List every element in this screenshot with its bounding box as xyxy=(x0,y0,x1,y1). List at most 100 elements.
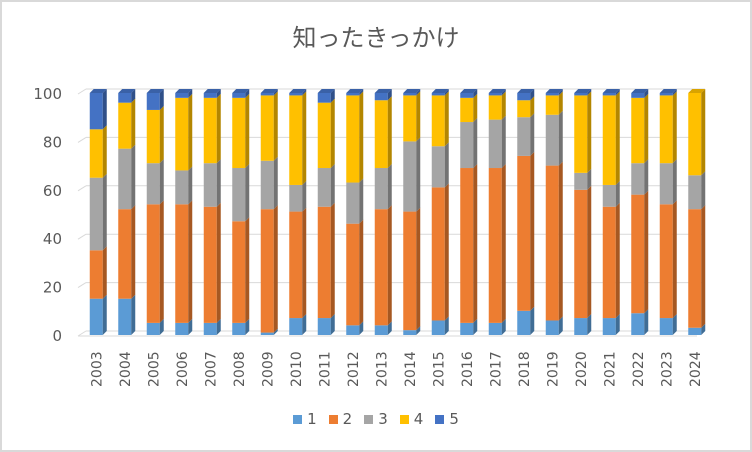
bar-segment-3-2021 xyxy=(602,184,616,207)
bar-segment-2-2010 xyxy=(289,211,303,319)
legend-item: 1 xyxy=(293,410,317,428)
legend-label: 2 xyxy=(342,410,353,428)
bar-side-5-2016 xyxy=(473,89,478,98)
bar-side-4-2023 xyxy=(672,91,677,164)
bar-segment-2-2011 xyxy=(317,206,331,319)
bar-segment-2-2012 xyxy=(346,223,360,326)
bar-side-1-2021 xyxy=(615,314,620,335)
bar-segment-1-2004 xyxy=(118,298,132,335)
legend-label: 5 xyxy=(449,410,459,428)
bar-segment-3-2008 xyxy=(232,168,246,222)
bar-segment-4-2021 xyxy=(602,95,616,185)
x-tick-label: 2003 xyxy=(89,351,105,387)
bar-segment-4-2014 xyxy=(403,95,417,142)
bar-side-3-2014 xyxy=(416,137,421,212)
x-tick-label: 2017 xyxy=(488,351,504,387)
bar-side-3-2004 xyxy=(131,144,136,210)
bar-segment-1-2008 xyxy=(232,322,246,335)
bar-segment-5-2017 xyxy=(488,93,502,96)
bar-top-2016 xyxy=(460,89,478,93)
bar-side-2-2011 xyxy=(330,202,335,319)
bar-side-1-2007 xyxy=(216,318,221,335)
bar-side-5-2023 xyxy=(672,89,677,96)
bar-side-2-2009 xyxy=(273,205,278,333)
bar-segment-4-2007 xyxy=(203,97,217,164)
bar-top-2004 xyxy=(118,89,136,93)
bar-side-3-2024 xyxy=(701,171,706,210)
bar-side-3-2007 xyxy=(216,159,221,207)
bar-side-4-2019 xyxy=(558,91,563,115)
bar-segment-2-2020 xyxy=(574,189,588,319)
x-tick-label: 2012 xyxy=(346,351,362,387)
bar-side-5-2008 xyxy=(245,89,250,98)
bar-side-5-2010 xyxy=(302,89,307,96)
bar-segment-3-2009 xyxy=(260,160,274,210)
bar-top-2015 xyxy=(431,89,449,93)
bar-segment-3-2016 xyxy=(460,122,474,169)
gridline-depth xyxy=(77,233,87,240)
bar-side-1-2008 xyxy=(245,318,250,335)
bar-segment-3-2015 xyxy=(431,146,445,188)
bar-segment-4-2024 xyxy=(688,93,702,176)
bar-segment-5-2012 xyxy=(346,93,360,96)
bar-segment-4-2011 xyxy=(317,102,331,169)
bar-segment-1-2013 xyxy=(374,325,388,335)
bar-side-4-2014 xyxy=(416,91,421,142)
bar-side-3-2020 xyxy=(587,168,592,190)
bar-segment-1-2014 xyxy=(403,330,417,335)
bar-side-2-2005 xyxy=(159,200,164,323)
bar-side-4-2013 xyxy=(387,96,392,169)
bar-segment-4-2012 xyxy=(346,95,360,183)
bar-segment-2-2023 xyxy=(659,204,673,319)
bar-side-2-2006 xyxy=(188,200,193,323)
bar-segment-2-2008 xyxy=(232,221,246,323)
bar-segment-1-2016 xyxy=(460,322,474,335)
chart-title: 知ったきっかけ xyxy=(292,24,460,52)
bar-side-2-2024 xyxy=(701,205,706,328)
x-tick-label: 2004 xyxy=(118,351,134,387)
bar-segment-2-2006 xyxy=(175,204,189,323)
bar-side-4-2024 xyxy=(701,89,706,176)
bar-side-3-2008 xyxy=(245,164,250,222)
bar-top-2013 xyxy=(374,89,392,93)
bar-segment-5-2005 xyxy=(146,93,160,110)
legend-label: 1 xyxy=(307,410,317,428)
bar-segment-3-2011 xyxy=(317,168,331,207)
bar-side-2-2022 xyxy=(644,190,649,314)
bar-segment-1-2006 xyxy=(175,322,189,335)
bar-side-5-2009 xyxy=(273,89,278,96)
bar-side-5-2007 xyxy=(216,89,221,98)
bar-side-1-2020 xyxy=(587,314,592,335)
bar-segment-4-2022 xyxy=(631,97,645,164)
bar-segment-4-2008 xyxy=(232,97,246,169)
bar-side-3-2012 xyxy=(359,178,364,224)
bar-segment-4-2017 xyxy=(488,95,502,120)
bar-side-4-2020 xyxy=(587,91,592,173)
bar-side-4-2012 xyxy=(359,91,364,183)
bar-side-2-2017 xyxy=(501,164,506,323)
bar-segment-1-2010 xyxy=(289,318,303,335)
bar-side-4-2017 xyxy=(501,91,506,120)
bar-side-2-2004 xyxy=(131,205,136,299)
bar-segment-3-2020 xyxy=(574,172,588,190)
x-tick-label: 2005 xyxy=(146,351,162,387)
bar-side-1-2013 xyxy=(387,321,392,335)
bar-side-1-2009 xyxy=(273,328,278,335)
bar-side-1-2005 xyxy=(159,318,164,335)
bar-side-5-2005 xyxy=(159,89,164,110)
bar-side-1-2019 xyxy=(558,316,563,335)
bar-side-5-2003 xyxy=(102,89,107,130)
bar-side-4-2009 xyxy=(273,91,278,161)
bar-side-1-2014 xyxy=(416,326,421,335)
x-tick-label: 2023 xyxy=(659,351,675,387)
bar-top-2011 xyxy=(317,89,335,93)
bar-side-1-2010 xyxy=(302,314,307,335)
bar-top-2023 xyxy=(659,89,677,93)
bar-segment-3-2022 xyxy=(631,163,645,195)
bar-side-4-2003 xyxy=(102,125,107,178)
bar-segment-3-2006 xyxy=(175,170,189,205)
bar-side-2-2003 xyxy=(102,246,107,299)
x-tick-label: 2013 xyxy=(374,351,390,387)
bar-side-4-2022 xyxy=(644,93,649,164)
